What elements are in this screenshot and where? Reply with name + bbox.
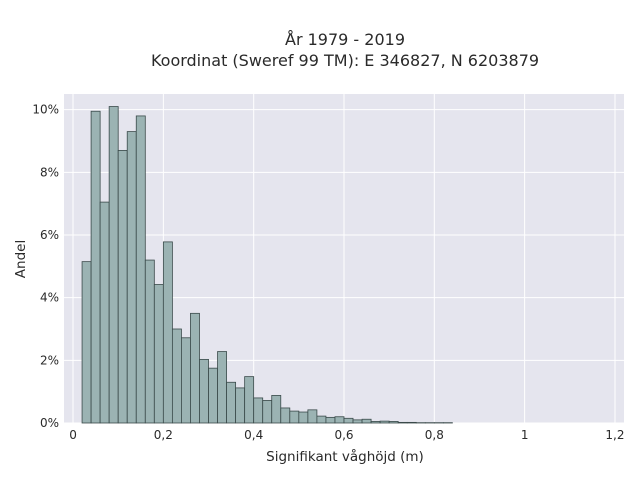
histogram-bar bbox=[208, 367, 218, 424]
x-tick-label: 1,2 bbox=[605, 428, 624, 442]
histogram-bar bbox=[379, 420, 390, 424]
histogram-bar bbox=[181, 337, 191, 424]
x-tick-label: 0,2 bbox=[154, 428, 173, 442]
histogram-bar bbox=[334, 416, 345, 424]
histogram-bar bbox=[199, 358, 209, 424]
histogram-bar bbox=[298, 411, 309, 424]
histogram-bar bbox=[406, 421, 417, 424]
histogram-bar bbox=[388, 421, 399, 424]
histogram-bar bbox=[117, 149, 128, 424]
histogram-bar bbox=[244, 376, 255, 424]
histogram-bar bbox=[316, 415, 327, 424]
y-tick-label: 10% bbox=[32, 103, 59, 117]
histogram-bar bbox=[235, 387, 246, 424]
histogram-bar bbox=[397, 421, 408, 424]
x-tick-label: 0,4 bbox=[244, 428, 263, 442]
y-tick-label: 0% bbox=[40, 416, 59, 430]
histogram-bar bbox=[307, 409, 318, 424]
histogram-bar bbox=[361, 418, 372, 424]
histogram-bar bbox=[135, 115, 146, 424]
chart-title-line-1: År 1979 - 2019 bbox=[285, 30, 405, 49]
histogram-bar bbox=[271, 395, 282, 424]
chart-title-line-2: Koordinat (Sweref 99 TM): E 346827, N 62… bbox=[151, 51, 539, 70]
y-tick-label: 4% bbox=[40, 291, 59, 305]
x-tick-label: 0,8 bbox=[425, 428, 444, 442]
histogram-bar bbox=[99, 201, 110, 424]
x-tick-label: 1 bbox=[521, 428, 529, 442]
y-tick-label: 8% bbox=[40, 165, 59, 179]
histogram-bar bbox=[253, 397, 264, 424]
x-axis-title: Signifikant våghöjd (m) bbox=[266, 448, 424, 465]
histogram-bar bbox=[217, 351, 227, 424]
histogram-bar bbox=[190, 312, 200, 424]
histogram-bar bbox=[325, 416, 336, 424]
x-axis-ticks: 0 0,2 0,4 0,6 0,8 1 1,2 bbox=[69, 428, 624, 442]
histogram-bar bbox=[126, 131, 137, 424]
histogram-bar bbox=[108, 106, 119, 424]
histogram-bar bbox=[81, 261, 92, 424]
x-tick-label: 0,6 bbox=[334, 428, 353, 442]
histogram-bar bbox=[370, 421, 381, 424]
y-axis-title: Andel bbox=[13, 240, 29, 278]
y-axis-ticks: 0% 2% 4% 6% 8% 10% bbox=[32, 103, 59, 430]
histogram-bar bbox=[280, 407, 291, 424]
histogram-bar bbox=[226, 381, 237, 424]
histogram-bar bbox=[289, 410, 300, 424]
histogram-bar bbox=[162, 241, 173, 424]
histogram-bar bbox=[343, 417, 354, 424]
histogram-bar bbox=[262, 400, 273, 424]
histogram-bar bbox=[144, 259, 155, 424]
y-tick-label: 6% bbox=[40, 228, 59, 242]
y-tick-label: 2% bbox=[40, 353, 59, 367]
histogram-bar bbox=[171, 328, 182, 424]
histogram-bar bbox=[153, 284, 164, 424]
histogram-bar bbox=[90, 110, 101, 424]
histogram-bar bbox=[352, 419, 363, 424]
histogram-bars bbox=[81, 106, 453, 424]
x-tick-label: 0 bbox=[69, 428, 77, 442]
